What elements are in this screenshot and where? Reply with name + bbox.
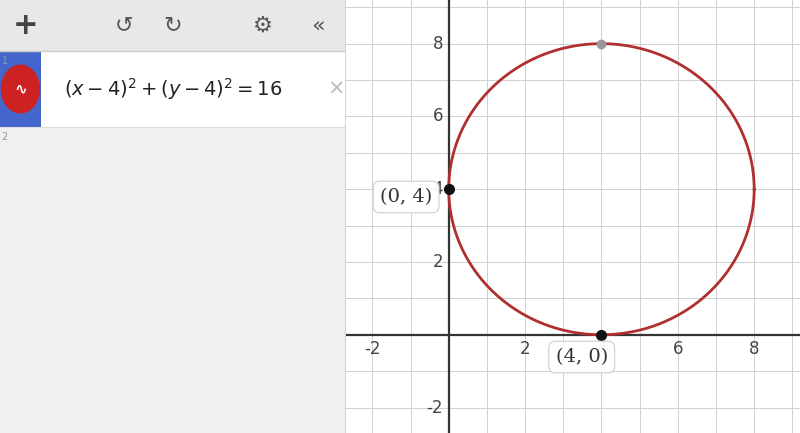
Text: «: « — [311, 16, 325, 36]
Text: -2: -2 — [426, 398, 443, 417]
Text: (4, 0): (4, 0) — [556, 348, 608, 366]
FancyBboxPatch shape — [0, 0, 346, 51]
Text: 8: 8 — [433, 35, 443, 53]
Text: 1: 1 — [2, 56, 8, 66]
Text: 4: 4 — [596, 340, 606, 358]
Text: ↺: ↺ — [115, 16, 134, 36]
Text: (0, 4): (0, 4) — [380, 188, 432, 206]
Text: 6: 6 — [433, 107, 443, 126]
Text: 6: 6 — [673, 340, 683, 358]
Text: +: + — [13, 11, 38, 40]
Text: 8: 8 — [749, 340, 759, 358]
Text: 2: 2 — [432, 253, 443, 271]
Circle shape — [2, 65, 39, 113]
Text: ⚙: ⚙ — [253, 16, 273, 36]
Text: 2: 2 — [2, 132, 8, 142]
FancyBboxPatch shape — [41, 51, 346, 127]
Text: ∿: ∿ — [14, 81, 26, 97]
Text: $(x-4)^2+(y-4)^2=16$: $(x-4)^2+(y-4)^2=16$ — [63, 76, 282, 102]
FancyBboxPatch shape — [0, 51, 41, 127]
Text: ×: × — [327, 79, 345, 99]
Text: 4: 4 — [433, 180, 443, 198]
Text: ↻: ↻ — [163, 16, 182, 36]
Text: 2: 2 — [520, 340, 530, 358]
Text: -2: -2 — [364, 340, 381, 358]
